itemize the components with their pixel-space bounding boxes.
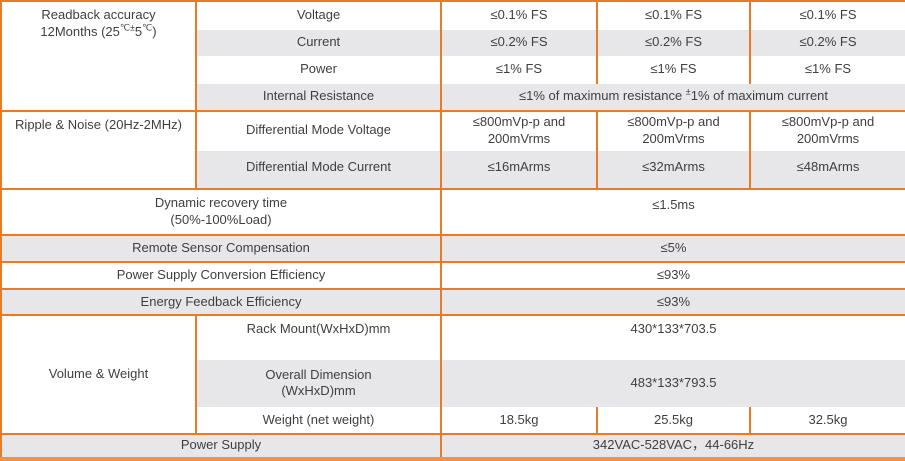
rack-mount-label: Rack Mount(WxHxD)mm bbox=[195, 314, 441, 360]
weight-value-3: 32.5kg bbox=[749, 407, 905, 434]
conversion-efficiency-label: Power Supply Conversion Efficiency bbox=[1, 260, 441, 289]
readback-accuracy-header: Readback accuracy 12Months (25℃±5℃) bbox=[1, 1, 196, 111]
readback-title-line2: 12Months (25℃±5℃) bbox=[40, 22, 157, 39]
diff-mode-current-value-3: ≤48mArms bbox=[749, 149, 905, 190]
row-diff-mode-voltage: Ripple & Noise (20Hz-2MHz) Differential … bbox=[1, 109, 905, 190]
ripple-noise-header: Ripple & Noise (20Hz-2MHz) bbox=[1, 109, 196, 190]
readback-title-line1: Readback accuracy bbox=[41, 7, 156, 22]
row-internal-resistance: Internal Resistance ≤1% of maximum resis… bbox=[1, 82, 905, 111]
internal-resistance-label: Internal Resistance bbox=[195, 82, 441, 111]
conversion-efficiency-value: ≤93% bbox=[440, 260, 905, 289]
remote-sensor-label: Remote Sensor Compensation bbox=[1, 233, 441, 262]
power-supply-value: 342VAC-528VAC，44-66Hz bbox=[440, 432, 905, 459]
row-diff-mode-current: Differential Mode Current ≤16mArms ≤32mA… bbox=[1, 149, 905, 190]
power-value-1: ≤1% FS bbox=[440, 55, 597, 84]
row-remote-sensor: Remote Sensor Compensation ≤5% bbox=[1, 233, 905, 262]
row-energy-feedback: Energy Feedback Efficiency ≤93% bbox=[1, 287, 905, 316]
diff-mode-voltage-value-1: ≤800mVp-p and 200mVrms bbox=[440, 109, 597, 151]
weight-value-1: 18.5kg bbox=[440, 407, 597, 434]
row-overall-dimension: Overall Dimension (WxHxD)mm 483*133*793.5 bbox=[1, 358, 905, 408]
power-label: Power bbox=[195, 55, 441, 84]
current-value-1: ≤0.2% FS bbox=[440, 28, 597, 57]
row-conversion-efficiency: Power Supply Conversion Efficiency ≤93% bbox=[1, 260, 905, 289]
power-supply-label: Power Supply bbox=[1, 432, 441, 459]
row-voltage: Readback accuracy 12Months (25℃±5℃) Volt… bbox=[1, 1, 905, 39]
dynamic-recovery-label: Dynamic recovery time (50%-100%Load) bbox=[1, 188, 441, 235]
power-value-2: ≤1% FS bbox=[596, 55, 750, 84]
diff-mode-voltage-label: Differential Mode Voltage bbox=[195, 109, 441, 151]
voltage-value-2: ≤0.1% FS bbox=[596, 1, 750, 30]
remote-sensor-value: ≤5% bbox=[440, 233, 905, 262]
overall-dimension-label: Overall Dimension (WxHxD)mm bbox=[195, 358, 441, 408]
current-value-3: ≤0.2% FS bbox=[749, 28, 905, 57]
diff-mode-current-value-2: ≤32mArms bbox=[596, 149, 750, 190]
rack-mount-value: 430*133*703.5 bbox=[440, 314, 905, 360]
voltage-value-1: ≤0.1% FS bbox=[440, 1, 597, 30]
diff-mode-voltage-value-3: ≤800mVp-p and 200mVrms bbox=[749, 109, 905, 151]
diff-mode-voltage-value-2: ≤800mVp-p and 200mVrms bbox=[596, 109, 750, 151]
row-current: Current ≤0.2% FS ≤0.2% FS ≤0.2% FS bbox=[1, 28, 905, 57]
internal-resistance-value: ≤1% of maximum resistance ±1% of maximum… bbox=[440, 82, 905, 111]
current-label: Current bbox=[195, 28, 441, 57]
row-power: Power ≤1% FS ≤1% FS ≤1% FS bbox=[1, 55, 905, 84]
energy-feedback-label: Energy Feedback Efficiency bbox=[1, 287, 441, 316]
row-weight: Weight (net weight) 18.5kg 25.5kg 32.5kg bbox=[1, 407, 905, 434]
volume-weight-header: Volume & Weight bbox=[1, 314, 196, 434]
voltage-value-3: ≤0.1% FS bbox=[749, 1, 905, 30]
weight-label: Weight (net weight) bbox=[195, 407, 441, 434]
diff-mode-current-value-1: ≤16mArms bbox=[440, 149, 597, 190]
row-rack-mount: Volume & Weight Rack Mount(WxHxD)mm 430*… bbox=[1, 314, 905, 434]
diff-mode-current-label: Differential Mode Current bbox=[195, 149, 441, 190]
row-power-supply: Power Supply 342VAC-528VAC，44-66Hz bbox=[1, 432, 905, 459]
overall-dimension-value: 483*133*793.5 bbox=[440, 358, 905, 408]
voltage-label: Voltage bbox=[195, 1, 441, 30]
energy-feedback-value: ≤93% bbox=[440, 287, 905, 316]
power-value-3: ≤1% FS bbox=[749, 55, 905, 84]
weight-value-2: 25.5kg bbox=[596, 407, 750, 434]
current-value-2: ≤0.2% FS bbox=[596, 28, 750, 57]
row-dynamic-recovery: Dynamic recovery time (50%-100%Load) ≤1.5… bbox=[1, 188, 905, 235]
dynamic-recovery-value: ≤1.5ms bbox=[440, 188, 905, 235]
